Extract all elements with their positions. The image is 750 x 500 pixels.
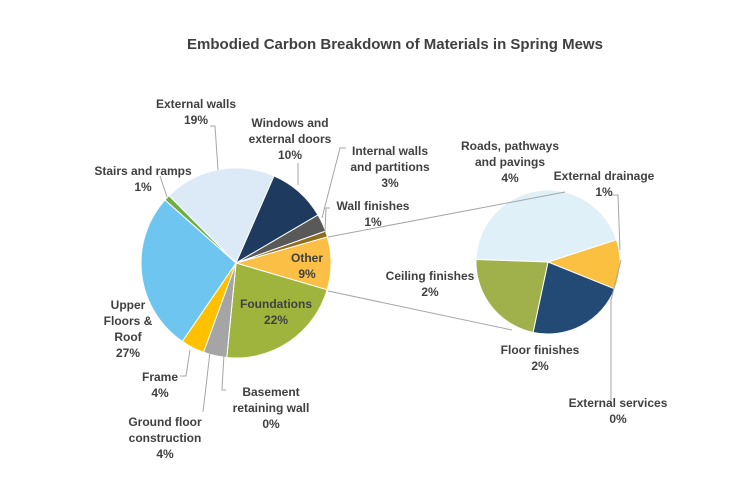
slice-value: 0% [262, 417, 280, 431]
slice-name: Roads, pathways and pavings [460, 139, 560, 169]
slice-name: Other [290, 251, 323, 265]
data-label: Foundations 22% [226, 296, 326, 328]
data-label: Frame 4% [130, 369, 190, 401]
slice-value: 2% [421, 285, 439, 299]
slice-value: 1% [134, 180, 152, 194]
connectors [327, 191, 566, 331]
data-label: Ceiling finishes 2% [375, 268, 485, 300]
pie-slice [532, 261, 616, 335]
slice-value: 19% [183, 113, 209, 127]
data-label: Ground floor construction 4% [105, 414, 225, 462]
data-label: Other 9% [277, 250, 337, 282]
data-label: Internal walls and partitions 3% [340, 143, 440, 191]
data-label: Floor finishes 2% [490, 342, 590, 374]
slice-name: Ground floor construction [128, 415, 202, 445]
slice-name: External walls [155, 97, 237, 111]
slice-name: Foundations [240, 297, 312, 311]
slice-name: Frame [141, 370, 179, 384]
data-label: Stairs and ramps 1% [88, 163, 198, 195]
data-label: External walls 19% [141, 96, 251, 128]
slice-value: 22% [263, 313, 289, 327]
slice-value: 3% [381, 176, 399, 190]
slice-value: 10% [277, 148, 303, 162]
slice-name: External drainage [553, 169, 655, 183]
slice-name: Ceiling finishes [385, 269, 475, 283]
pie-slice [226, 262, 328, 359]
data-label: External services 0% [563, 395, 673, 427]
slice-value: 1% [595, 185, 613, 199]
slice-name: Wall finishes [336, 199, 410, 213]
data-label: External drainage 1% [549, 168, 659, 200]
pie-slice [475, 189, 618, 263]
slice-name: Internal walls and partitions [350, 144, 430, 174]
slice-name: Basement retaining wall [232, 385, 310, 415]
data-label: Upper Floors & Roof 27% [100, 297, 156, 361]
data-label: Roads, pathways and pavings 4% [455, 138, 565, 186]
pie-slice [475, 258, 549, 334]
data-label: Wall finishes 1% [323, 198, 423, 230]
chart-title: Embodied Carbon Breakdown of Materials i… [187, 36, 603, 53]
slice-name: Upper Floors & Roof [103, 298, 153, 344]
slice-value: 0% [609, 412, 627, 426]
slice-value: 4% [501, 171, 519, 185]
slice-value: 2% [531, 359, 549, 373]
slice-value: 4% [151, 386, 169, 400]
slice-name: Stairs and ramps [94, 164, 192, 178]
leader-lines [159, 125, 622, 413]
slice-value: 27% [115, 346, 141, 360]
slice-name: Floor finishes [500, 343, 580, 357]
slice-name: External services [568, 396, 668, 410]
slice-value: 9% [298, 267, 316, 281]
pie-slice [168, 167, 275, 264]
slice-value: 1% [364, 215, 382, 229]
slice-value: 4% [156, 447, 174, 461]
data-label: Windows and external doors 10% [240, 115, 340, 163]
data-label: Basement retaining wall 0% [221, 384, 321, 432]
pie-slice [140, 199, 237, 343]
slice-name: Windows and external doors [248, 116, 332, 146]
